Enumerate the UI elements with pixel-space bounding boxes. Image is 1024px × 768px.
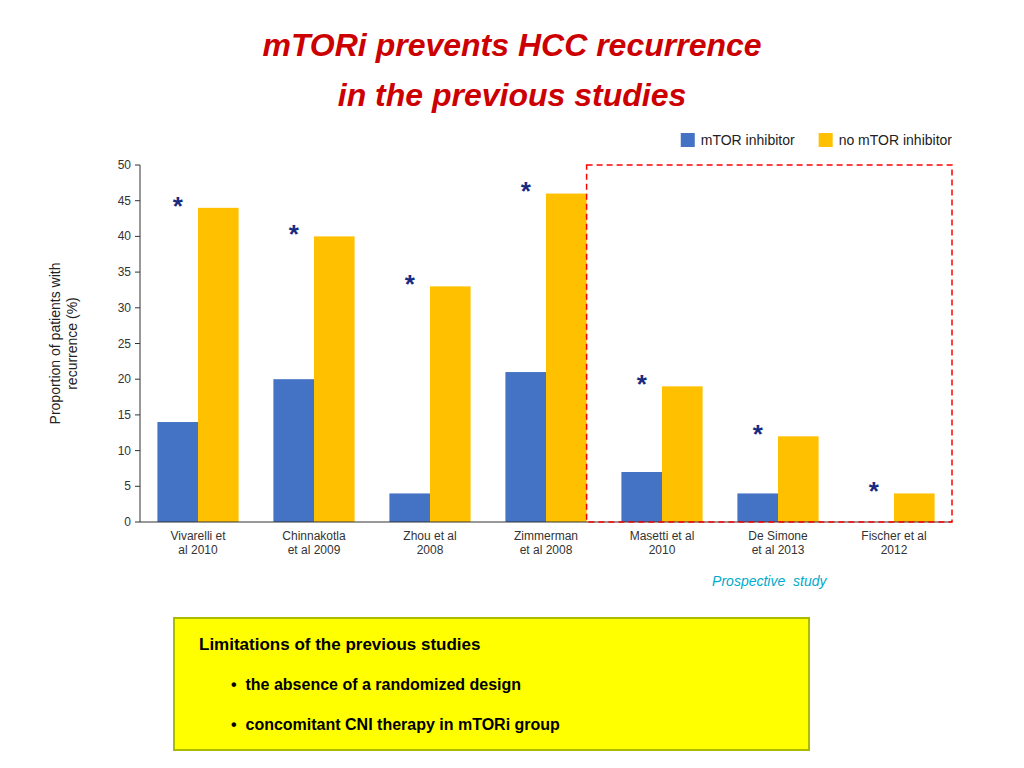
bar (198, 208, 239, 522)
y-tick-label: 15 (118, 408, 132, 422)
bar (778, 436, 819, 522)
title: in the previous studies (338, 77, 687, 113)
legend: mTOR inhibitor no mTOR inhibitor (681, 132, 953, 148)
bar (546, 194, 587, 522)
x-tick-label: Zimmermanet al 2008 (514, 529, 578, 557)
star: * (405, 269, 416, 299)
box-heading: Limitations of the previous studies (199, 635, 480, 654)
y-tick-label: 50 (118, 158, 132, 172)
y-tick (135, 414, 140, 415)
bar (430, 286, 471, 522)
x-tick-label: De Simoneet al 2013 (748, 529, 808, 557)
legend-label: mTOR inhibitor (701, 132, 795, 148)
bar (505, 372, 546, 522)
legend-item: no mTOR inhibitor (819, 132, 953, 148)
y-axis (140, 165, 141, 522)
y-tick-label: 30 (118, 301, 132, 315)
text-box (174, 618, 809, 750)
legend-label: no mTOR inhibitor (839, 132, 953, 148)
legend-swatch (681, 133, 695, 147)
y-tick-label: 45 (118, 194, 132, 208)
y-tick (135, 450, 140, 451)
legend-item: mTOR inhibitor (681, 132, 795, 148)
y-tick (135, 379, 140, 380)
y-tick-label: 20 (118, 372, 132, 386)
star: * (289, 219, 300, 249)
bar (389, 493, 430, 522)
bar (621, 472, 662, 522)
title: mTORi prevents HCC recurrence (262, 27, 761, 63)
y-tick (135, 522, 140, 523)
y-tick-label: 25 (118, 337, 132, 351)
y-tick (135, 486, 140, 487)
x-tick-label: Chinnakotlaet al 2009 (282, 529, 346, 557)
box-bullet: • concomitant CNI therapy in mTORi group (231, 716, 560, 733)
y-tick-label: 35 (118, 265, 132, 279)
bar (737, 493, 778, 522)
star: * (173, 191, 184, 221)
y-tick (135, 272, 140, 273)
chart: mTORi prevents HCC recurrence in the prev… (0, 0, 1024, 768)
bars (157, 194, 934, 522)
y-tick (135, 165, 140, 166)
prospective-box (587, 165, 952, 522)
bar (157, 422, 198, 522)
x-tick-label: Zhou et al2008 (403, 529, 456, 557)
y-axis-label: Proportion of patients withrecurrence (%… (47, 263, 80, 425)
star: * (521, 176, 532, 206)
y-tick-label: 5 (124, 479, 131, 493)
y-tick (135, 343, 140, 344)
bar (894, 493, 935, 522)
x-tick-label: Fischer et al2012 (861, 529, 926, 557)
x-tick-label: Vivarelli etal 2010 (170, 529, 226, 557)
legend-swatch (819, 133, 833, 147)
y-tick-label: 10 (118, 444, 132, 458)
star: * (637, 369, 648, 399)
box-bullet: • the absence of a randomized design (231, 676, 521, 693)
y-tick (135, 200, 140, 201)
y-tick (135, 307, 140, 308)
star: * (753, 419, 764, 449)
region-label: Prospective study (712, 573, 827, 589)
x-tick-label: Masetti et al2010 (630, 529, 695, 557)
star: * (869, 476, 880, 506)
y-tick-label: 0 (124, 515, 131, 529)
bar (662, 386, 703, 522)
y-tick-label: 40 (118, 229, 132, 243)
y-tick (135, 236, 140, 237)
bar (314, 236, 355, 522)
bar (273, 379, 314, 522)
